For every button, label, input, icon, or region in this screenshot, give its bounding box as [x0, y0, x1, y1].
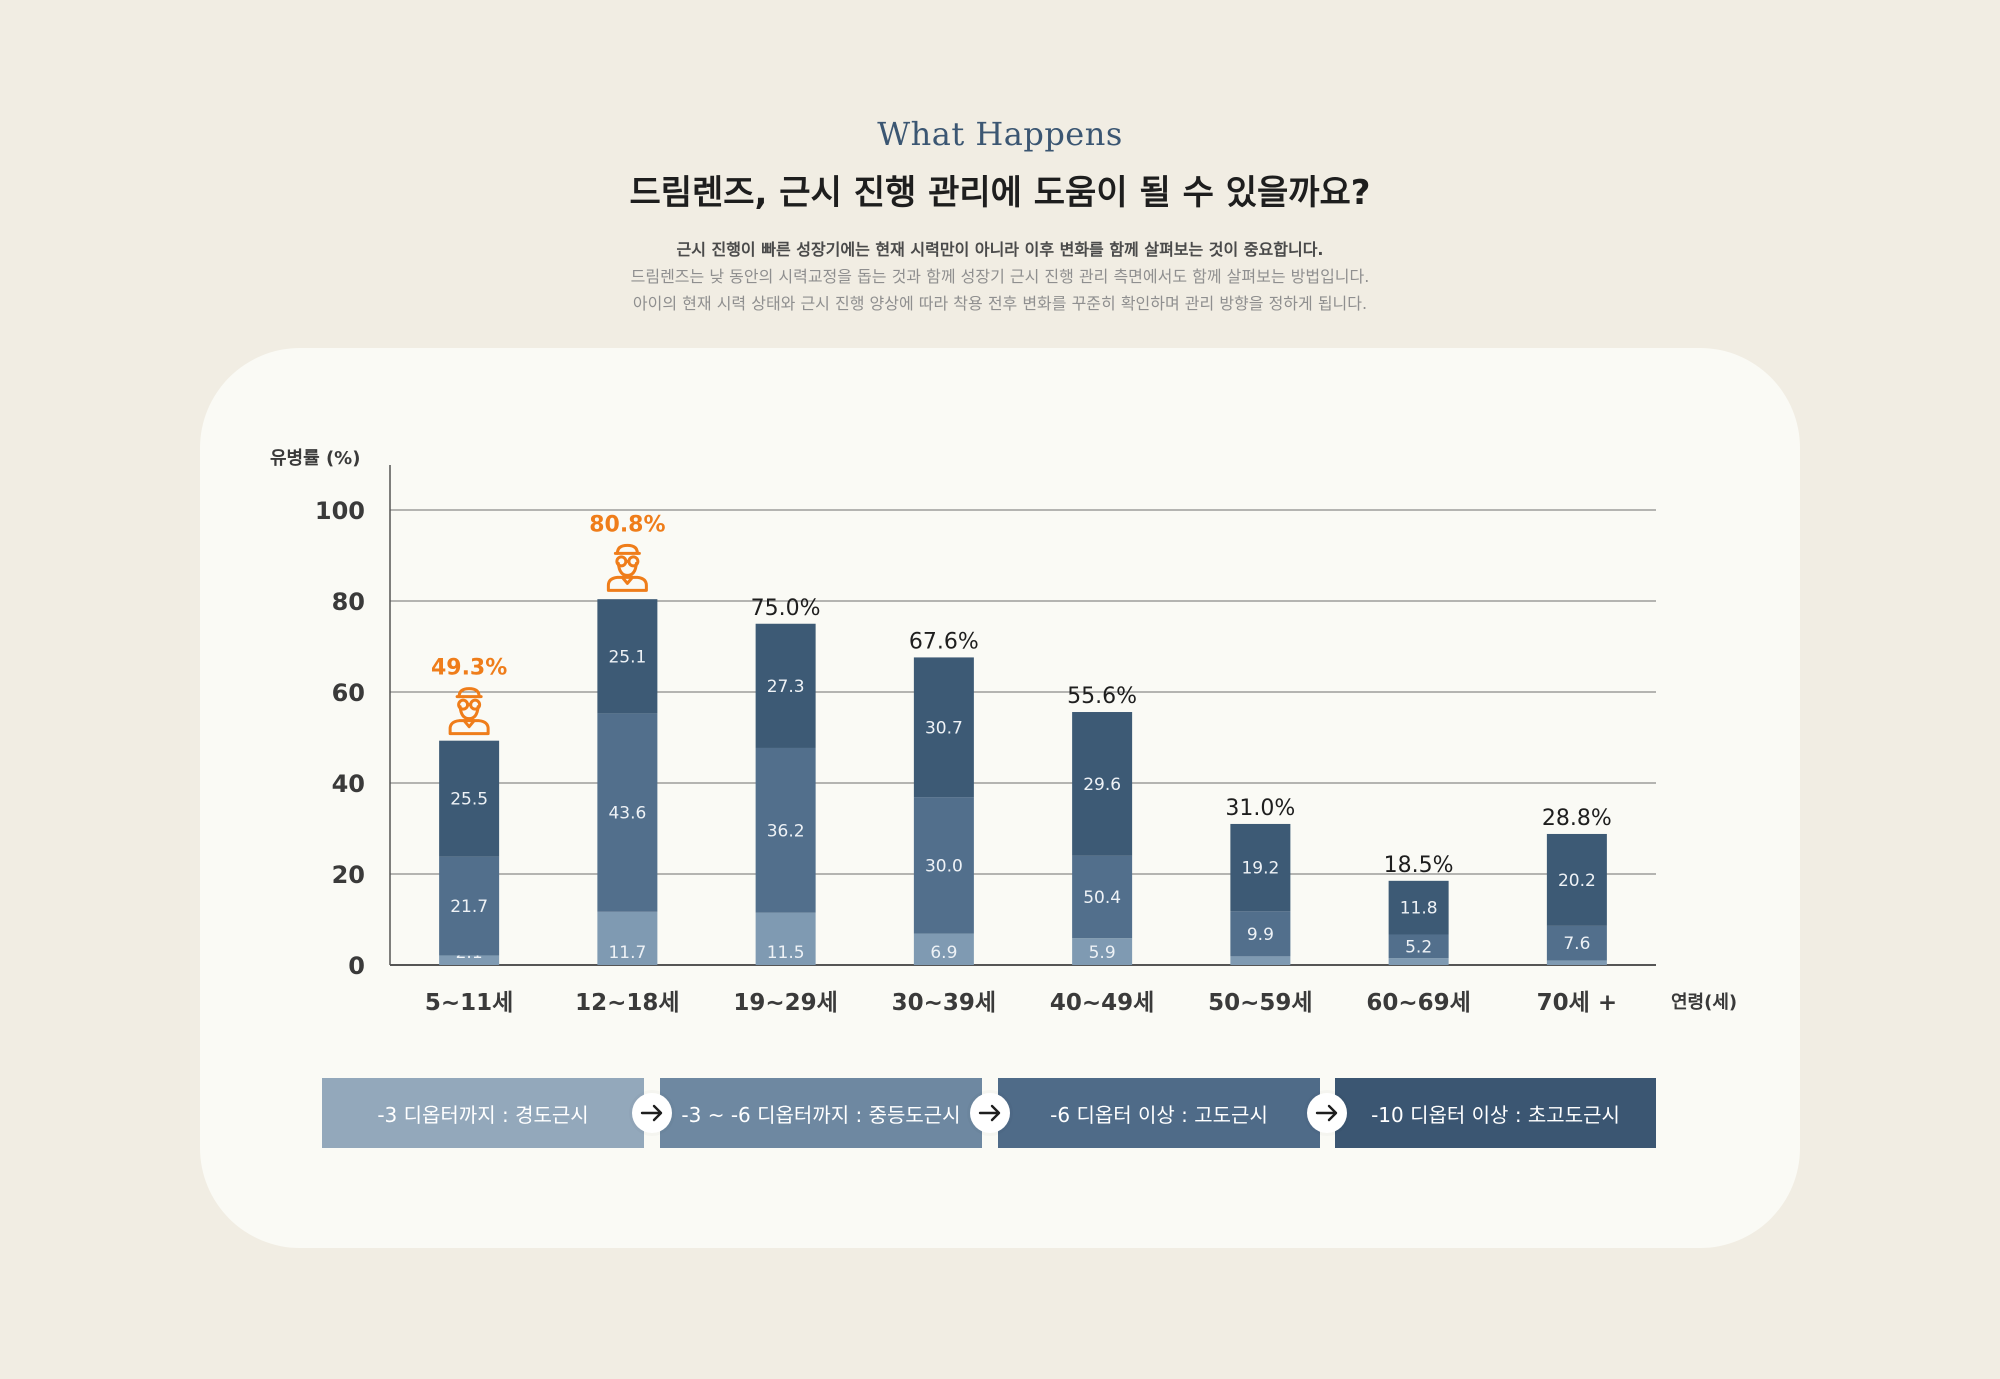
stage-label: -3 디옵터까지 : 경도근시: [377, 1102, 589, 1127]
bar-value-label: 27.3: [767, 677, 805, 697]
stage-label: -3 ~ -6 디옵터까지 : 중등도근시: [681, 1102, 961, 1127]
y-tick-label: 100: [315, 497, 365, 525]
bar-segment: [1388, 880, 1449, 935]
bar-segment: [1546, 960, 1607, 965]
bar-value-label: 6.9: [930, 943, 957, 963]
x-axis-label: 연령(세): [1671, 992, 1737, 1013]
y-tick-label: 20: [332, 861, 365, 889]
bar-value-label: 11.7: [608, 943, 646, 963]
bar-segment: [1230, 956, 1291, 965]
stage-moderate: -3 ~ -6 디옵터까지 : 중등도근시: [660, 1078, 982, 1148]
bar-segment: [439, 955, 500, 965]
x-tick-label: 70세 +: [1537, 990, 1617, 1016]
x-tick-label: 5~11세: [425, 990, 513, 1016]
bar-segment: [755, 623, 816, 748]
bar-value-label: 5.9: [1089, 943, 1116, 963]
icon-stroke: [462, 719, 476, 729]
bar-value-label: 7.6: [1563, 934, 1590, 954]
description-line: 근시 진행이 빠른 성장기에는 현재 시력만이 아니라 이후 변화를 함께 살펴…: [676, 240, 1324, 259]
bar-segment: [1388, 934, 1449, 959]
bar-value-label: 11.5: [767, 943, 805, 963]
icon-stroke: [620, 575, 634, 585]
bar-segment: [1546, 833, 1607, 926]
bar-value-label: 29.6: [1083, 775, 1121, 795]
arrow-right-icon: [970, 1093, 1010, 1133]
bar-total-label: 18.5%: [1384, 853, 1454, 878]
bar-segment: [1388, 958, 1449, 965]
bar-segment: [1546, 925, 1607, 961]
myopia-stages: -3 디옵터까지 : 경도근시 -3 ~ -6 디옵터까지 : 중등도근시 -6…: [322, 1078, 1656, 1148]
y-tick-label: 60: [332, 679, 365, 707]
bar-total-label: 31.0%: [1225, 796, 1295, 821]
icon-stroke: [615, 543, 639, 555]
bar-value-label: 25.1: [608, 647, 646, 667]
bar-segment: [755, 912, 816, 965]
bar-segment: [913, 657, 974, 798]
y-tick-label: 40: [332, 770, 365, 798]
icon-stroke: [448, 719, 490, 736]
bar-segment: [597, 713, 658, 912]
icon-stroke: [458, 705, 480, 721]
bar-segment: [1072, 712, 1133, 856]
student-with-glasses-icon: [606, 543, 648, 592]
icon-stroke: [457, 687, 481, 699]
x-tick-label: 30~39세: [892, 990, 996, 1016]
bar-value-label: 43.6: [608, 804, 646, 824]
bar-segment: [913, 933, 974, 965]
eyebrow: What Happens: [877, 115, 1123, 153]
bar-value-label: 36.2: [767, 821, 805, 841]
page-title: 드림렌즈, 근시 진행 관리에 도움이 될 수 있을까요?: [629, 173, 1371, 213]
arrow-right-icon: [1307, 1093, 1347, 1133]
x-tick-label: 40~49세: [1050, 990, 1154, 1016]
bar-value-label: 11.8: [1400, 899, 1438, 919]
bar-value-label: 20.2: [1558, 871, 1596, 891]
y-axis-label: 유병률 (%): [270, 448, 360, 469]
bar-value-label: 19.2: [1241, 859, 1279, 879]
bar-segment: [439, 740, 500, 857]
bar-value-label: 21.7: [450, 897, 488, 917]
bar-segment: [913, 797, 974, 934]
bar-total-label: 80.8%: [589, 512, 665, 537]
x-tick-label: 50~59세: [1208, 990, 1312, 1016]
arrow-right-icon: [632, 1093, 672, 1133]
stage-label: -6 디옵터 이상 : 고도근시: [1050, 1102, 1268, 1127]
bar-value-label: 30.0: [925, 856, 963, 876]
bar-segment: [1230, 911, 1291, 957]
description: 근시 진행이 빠른 성장기에는 현재 시력만이 아니라 이후 변화를 함께 살펴…: [0, 236, 2000, 317]
x-tick-label: 12~18세: [575, 990, 679, 1016]
bar-segment: [439, 856, 500, 956]
y-tick-label: 0: [348, 952, 365, 980]
bar-value-label: 30.7: [925, 718, 963, 738]
bar-value-label: 9.9: [1247, 925, 1274, 945]
bar-total-label: 75.0%: [751, 596, 821, 621]
x-tick-label: 60~69세: [1366, 990, 1470, 1016]
bar-segment: [1072, 938, 1133, 965]
bar-total-label: 67.6%: [909, 629, 979, 654]
bar-total-label: 49.3%: [431, 656, 507, 681]
header: What Happens 드림렌즈, 근시 진행 관리에 도움이 될 수 있을까…: [0, 112, 2000, 317]
stage-label: -10 디옵터 이상 : 초고도근시: [1371, 1102, 1620, 1127]
x-tick-label: 19~29세: [733, 990, 837, 1016]
y-tick-label: 80: [332, 588, 365, 616]
description-line: 아이의 현재 시력 상태와 근시 진행 양상에 따라 착용 전후 변화를 꾸준히…: [632, 294, 1368, 313]
bar-total-label: 55.6%: [1067, 684, 1137, 709]
bar-segment: [597, 911, 658, 965]
student-with-glasses-icon: [448, 687, 490, 736]
stage-high: -6 디옵터 이상 : 고도근시: [998, 1078, 1320, 1148]
bar-value-label: 25.5: [450, 790, 488, 810]
bar-segment: [1230, 823, 1291, 912]
icon-stroke: [616, 561, 638, 577]
stage-mild: -3 디옵터까지 : 경도근시: [322, 1078, 644, 1148]
description-line: 드림렌즈는 낮 동안의 시력교정을 돕는 것과 함께 성장기 근시 진행 관리 …: [630, 267, 1370, 286]
icon-stroke: [606, 575, 648, 592]
bar-value-label: 5.2: [1405, 937, 1432, 957]
bar-value-label: 50.4: [1083, 888, 1121, 908]
bar-segment: [597, 599, 658, 714]
bar-segment: [1072, 855, 1133, 939]
stage-extreme: -10 디옵터 이상 : 초고도근시: [1335, 1078, 1656, 1148]
bar-total-label: 28.8%: [1542, 806, 1612, 831]
bar-segment: [755, 747, 816, 913]
